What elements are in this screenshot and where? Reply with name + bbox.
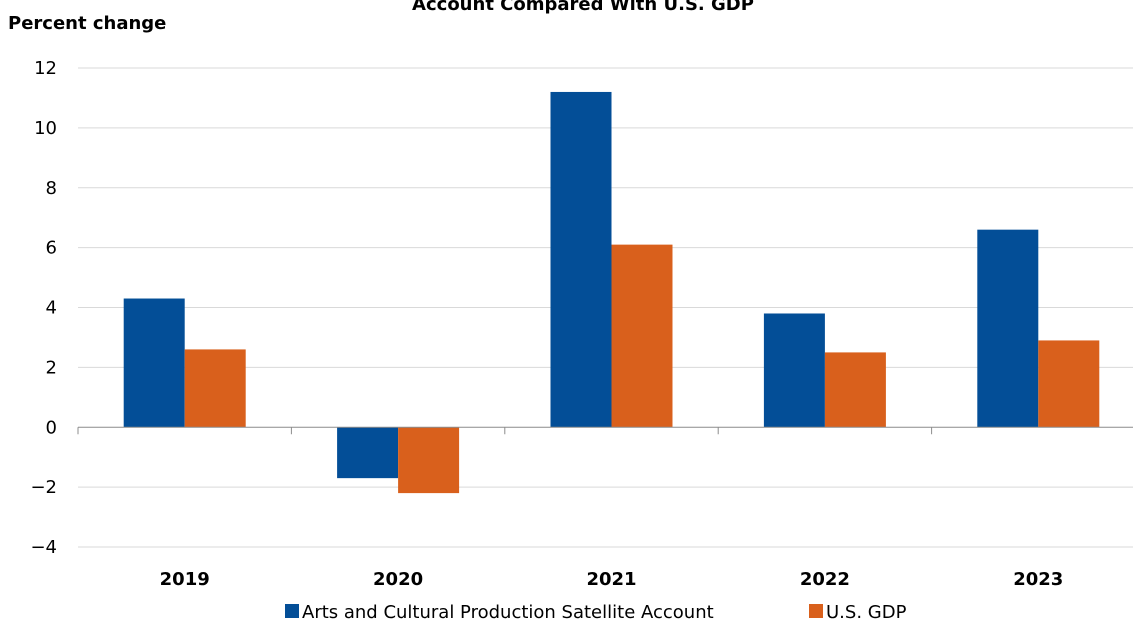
y-tick-label: 8 [46, 178, 57, 199]
bar-us-gdp-2020 [398, 427, 460, 494]
bars [123, 91, 1100, 494]
x-tick-label: 2022 [800, 569, 850, 590]
legend-swatch-arts-account [285, 604, 299, 618]
bar-us-gdp-2019 [184, 349, 246, 428]
y-axis-ticks: 12 10 8 6 4 2 0 −2 −4 [30, 58, 57, 558]
y-tick-label: 0 [46, 417, 57, 438]
bar-arts-account-2019 [123, 298, 185, 428]
bar-arts-account-2022 [763, 313, 825, 428]
y-tick-label: −4 [30, 537, 57, 558]
bar-us-gdp-2021 [611, 244, 673, 428]
bar-arts-account-2020 [337, 427, 399, 479]
y-tick-label: 2 [46, 357, 57, 378]
x-tick-label: 2021 [586, 569, 636, 590]
bar-arts-account-2021 [550, 91, 612, 428]
x-tick-label: 2019 [160, 569, 210, 590]
legend-label-arts-account: Arts and Cultural Production Satellite A… [302, 602, 714, 623]
x-tick-label: 2023 [1013, 569, 1063, 590]
x-tick-label: 2020 [373, 569, 423, 590]
y-tick-label: 4 [46, 298, 57, 319]
y-tick-label: −2 [30, 477, 57, 498]
legend-label-us-gdp: U.S. GDP [826, 602, 907, 623]
bar-us-gdp-2022 [824, 352, 886, 428]
bar-arts-account-2023 [977, 229, 1039, 428]
x-axis [77, 426, 1133, 435]
legend: Arts and Cultural Production Satellite A… [285, 602, 907, 623]
y-tick-label: 12 [34, 58, 57, 79]
y-tick-label: 10 [34, 118, 57, 139]
y-tick-label: 6 [46, 238, 57, 259]
bar-us-gdp-2023 [1038, 340, 1100, 428]
chart-title: Account Compared With U.S. GDP [412, 0, 754, 15]
legend-swatch-us-gdp [809, 604, 823, 618]
y-axis-label: Percent change [8, 13, 166, 34]
x-axis-ticks: 2019 2020 2021 2022 2023 [160, 569, 1064, 590]
